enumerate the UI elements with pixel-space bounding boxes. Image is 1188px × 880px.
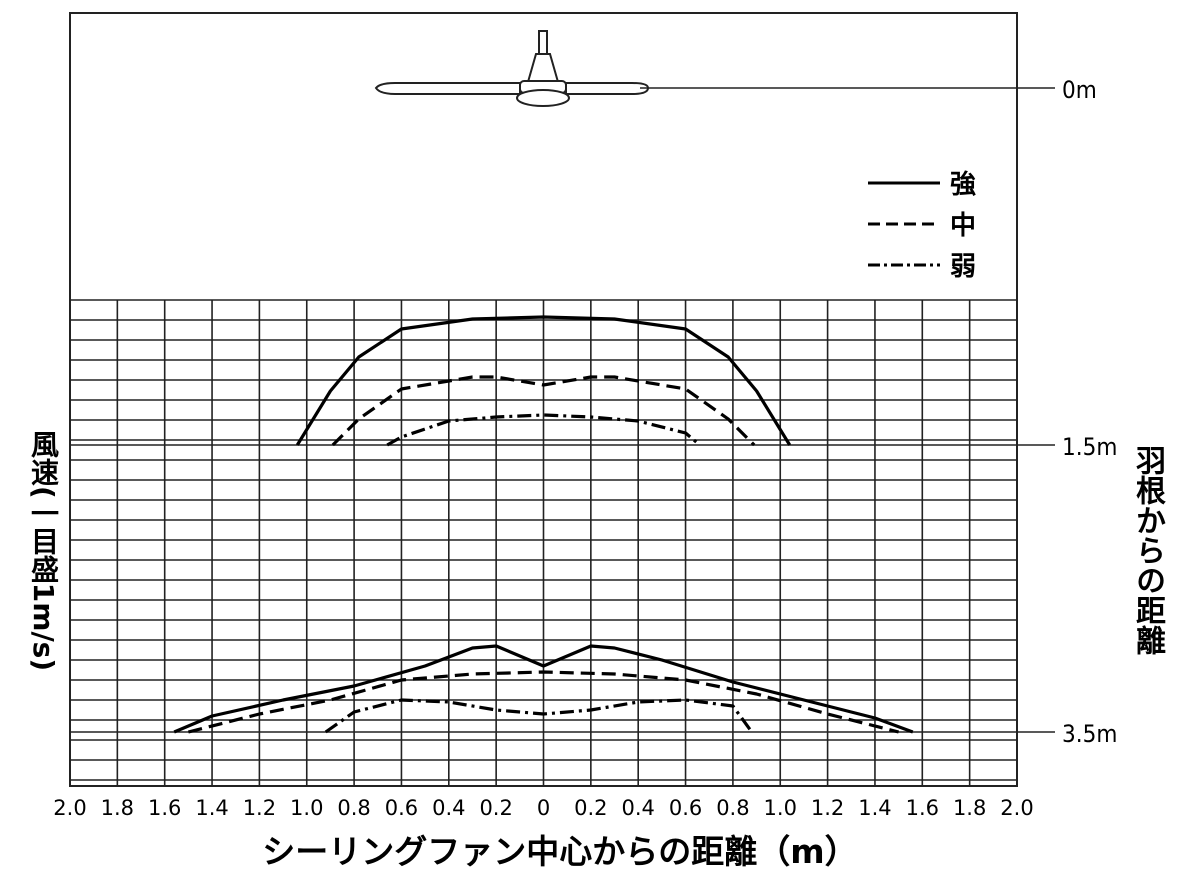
x-tick-label: 0.2 xyxy=(574,796,607,820)
curve-medium-3_5m xyxy=(188,670,899,734)
x-tick-label: 2.0 xyxy=(1000,796,1033,820)
legend: 強 中 弱 xyxy=(868,170,976,282)
height-reference-lines xyxy=(70,87,1055,733)
height-labels: 0m 1.5m 3.5m xyxy=(1062,76,1117,748)
x-tick-label: 0.8 xyxy=(716,796,749,820)
ceiling-fan-illustration xyxy=(374,30,650,107)
x-tick-label: 1.0 xyxy=(764,796,797,820)
x-tick-label: 0.8 xyxy=(337,796,370,820)
y2-axis-label-text: 羽根からの距離 xyxy=(1130,445,1165,655)
curve-medium-1_5m xyxy=(331,375,756,447)
x-tick-label: 1.8 xyxy=(101,796,134,820)
legend-label-strong: 強 xyxy=(950,170,976,200)
height-label: 0m xyxy=(1062,76,1097,104)
curve-strong-3_5m xyxy=(173,644,914,734)
x-tick-label: 0.4 xyxy=(621,796,654,820)
x-tick-label: 1.2 xyxy=(243,796,276,820)
x-axis-label: シーリングファン中心からの距離（m） xyxy=(262,832,857,871)
velocity-curves xyxy=(173,315,914,734)
curve-strong-1_5m xyxy=(295,315,792,446)
x-tick-label: 1.2 xyxy=(811,796,844,820)
x-tick-label: 0 xyxy=(537,796,550,820)
height-label: 3.5m xyxy=(1062,720,1117,748)
legend-label-medium: 中 xyxy=(950,211,976,241)
y-axis-label: 風速(一目盛1m/s) xyxy=(26,430,60,671)
x-tick-label: 1.4 xyxy=(858,796,891,820)
x-tick-label: 1.6 xyxy=(148,796,181,820)
x-tick-label: 0.6 xyxy=(385,796,418,820)
x-tick-label: 1.8 xyxy=(953,796,986,820)
y-axis-label-text: 風速(一目盛1m/s) xyxy=(27,430,60,672)
curve-weak-3_5m xyxy=(324,698,754,734)
x-tick-labels: 2.0 1.8 1.6 1.4 1.2 1.0 0.8 0.6 0.4 0.2 0 0.2 0.4 0.6… xyxy=(53,796,1033,820)
x-tick-label: 2.0 xyxy=(53,796,86,820)
x-tick-label: 0.2 xyxy=(479,796,512,820)
legend-label-weak: 弱 xyxy=(950,252,976,282)
y2-axis-label: 羽根からの距離 xyxy=(1130,445,1165,655)
x-tick-label: 0.4 xyxy=(432,796,465,820)
x-tick-label: 1.4 xyxy=(195,796,228,820)
curve-weak-1_5m xyxy=(386,413,701,447)
height-label: 1.5m xyxy=(1062,433,1117,461)
x-tick-label: 1.0 xyxy=(290,796,323,820)
x-tick-label: 1.6 xyxy=(906,796,939,820)
grid xyxy=(69,299,1018,786)
x-tick-label: 0.6 xyxy=(669,796,702,820)
